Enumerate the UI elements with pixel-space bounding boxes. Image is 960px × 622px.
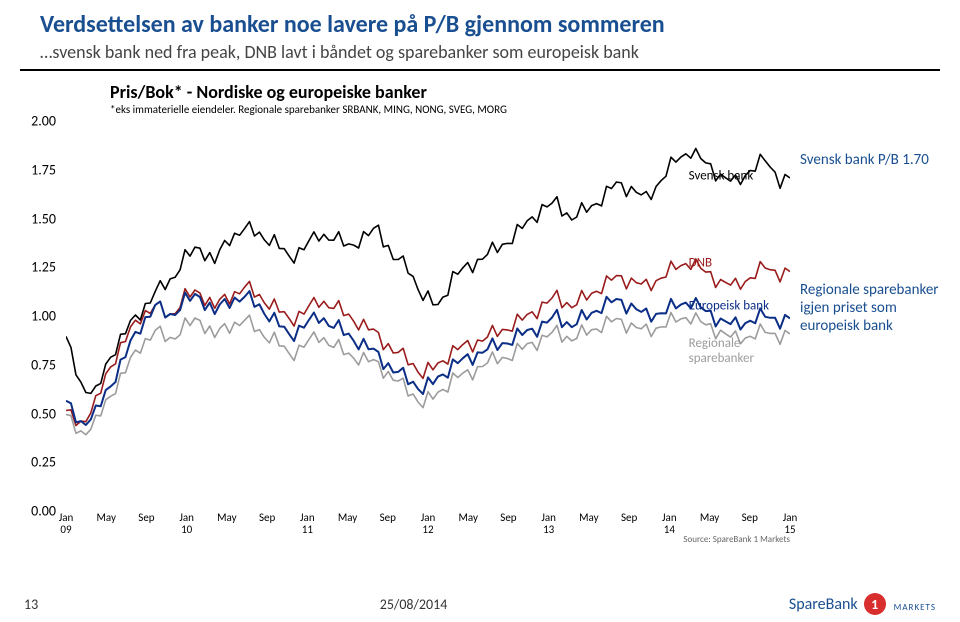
x-tick: May xyxy=(579,511,598,524)
y-tick: 1.00 xyxy=(31,308,56,325)
y-tick: 0.25 xyxy=(31,454,56,471)
chart-container: Pris/Bok* - Nordiske og europeiske banke… xyxy=(20,81,940,531)
line-chart xyxy=(66,121,790,511)
chart-main: Pris/Bok* - Nordiske og europeiske banke… xyxy=(20,81,790,531)
x-year: 11 xyxy=(302,523,313,536)
annotation-svensk-pb: Svensk bank P/B 1.70 xyxy=(800,151,929,169)
x-tick: May xyxy=(96,511,115,524)
y-tick: 0.50 xyxy=(31,405,56,422)
series-europeisk xyxy=(66,291,790,425)
side-annotations: Svensk bank P/B 1.70 Regionale sparebank… xyxy=(790,81,940,531)
y-tick: 0.75 xyxy=(31,356,56,373)
x-tick: May xyxy=(458,511,477,524)
x-year: 14 xyxy=(664,523,675,536)
y-tick: 1.75 xyxy=(31,161,56,178)
x-tick: May xyxy=(700,511,719,524)
footer: 13 25/08/2014 SpareBank 1 MARKETS xyxy=(0,586,960,622)
y-axis: 2.001.751.501.251.000.750.500.250.00 xyxy=(20,121,62,511)
x-year: 10 xyxy=(181,523,192,536)
annotation-regionale: Regionale sparebanker igjen priset som e… xyxy=(800,281,940,335)
page-title: Verdsettelsen av banker noe lavere på P/… xyxy=(40,10,920,39)
x-year: 09 xyxy=(60,523,71,536)
y-tick: 1.25 xyxy=(31,259,56,276)
brand-mark-icon: 1 xyxy=(864,593,886,615)
x-tick: Sep xyxy=(500,511,516,524)
plot-area: Svensk bankDNBEuropeisk bankRegionale sp… xyxy=(66,121,790,511)
page-subtitle: …svensk bank ned fra peak, DNB lavt i bå… xyxy=(40,41,920,63)
title-block: Verdsettelsen av banker noe lavere på P/… xyxy=(20,0,940,71)
series-regionale xyxy=(66,313,790,435)
x-tick: Sep xyxy=(259,511,275,524)
footer-date: 25/08/2014 xyxy=(380,596,448,613)
x-tick: Sep xyxy=(742,511,758,524)
x-tick: Sep xyxy=(138,511,154,524)
x-tick: Sep xyxy=(380,511,396,524)
x-axis: Source: SpareBank 1 Markets Jan09MaySepJ… xyxy=(66,511,790,531)
chart-subtitle: *eks immaterielle eiendeler. Regionale s… xyxy=(110,103,507,116)
chart-source: Source: SpareBank 1 Markets xyxy=(683,534,790,545)
x-year: 12 xyxy=(422,523,433,536)
page-number: 13 xyxy=(24,596,38,613)
brand-sub: MARKETS xyxy=(894,602,936,613)
series-dnb xyxy=(66,259,790,426)
y-tick: 2.00 xyxy=(31,113,56,130)
x-tick: May xyxy=(217,511,236,524)
chart-title: Pris/Bok* - Nordiske og europeiske banke… xyxy=(110,81,427,103)
brand-logo: SpareBank 1 MARKETS xyxy=(789,593,936,615)
y-tick: 1.50 xyxy=(31,210,56,227)
y-tick: 0.00 xyxy=(31,503,56,520)
x-year: 13 xyxy=(543,523,554,536)
x-tick: Sep xyxy=(621,511,637,524)
x-tick: May xyxy=(338,511,357,524)
series-svensk xyxy=(66,149,790,394)
brand-name: SpareBank xyxy=(789,595,858,614)
